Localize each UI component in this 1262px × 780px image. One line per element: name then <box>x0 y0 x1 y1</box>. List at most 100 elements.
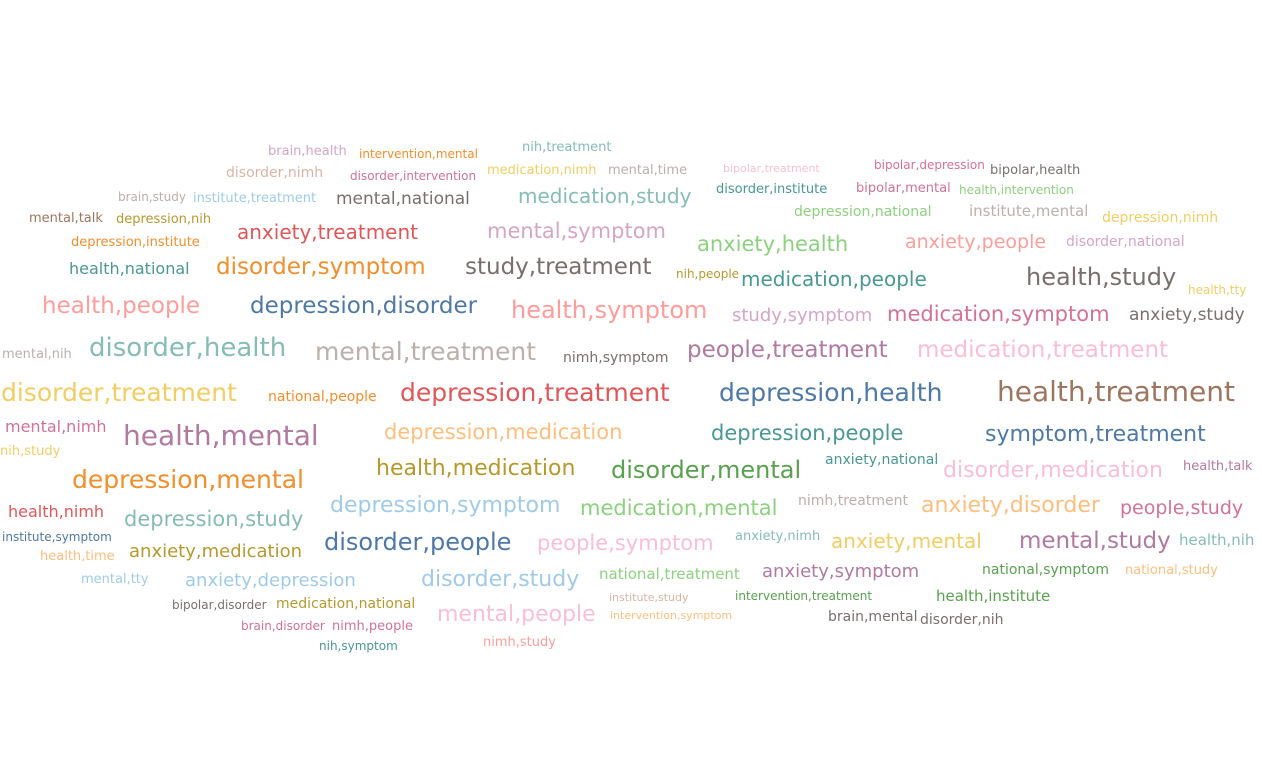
word-cloud-term: study,treatment <box>465 254 652 280</box>
word-cloud-term: bipolar,disorder <box>172 598 267 612</box>
word-cloud-term: study,symptom <box>732 305 873 326</box>
word-cloud-term: nih,symptom <box>319 639 398 653</box>
word-cloud-term: medication,nimh <box>487 163 597 178</box>
word-cloud-term: brain,mental <box>828 609 918 625</box>
word-cloud-term: depression,symptom <box>330 493 561 518</box>
word-cloud-term: health,time <box>40 549 115 564</box>
word-cloud-term: institute,mental <box>969 202 1089 220</box>
word-cloud-term: mental,national <box>336 189 470 209</box>
word-cloud-term: health,study <box>1026 263 1177 291</box>
word-cloud-term: anxiety,people <box>905 231 1047 253</box>
word-cloud-term: health,tty <box>1188 283 1247 297</box>
word-cloud-term: depression,disorder <box>250 293 478 319</box>
word-cloud-term: mental,talk <box>29 211 103 226</box>
word-cloud-term: disorder,people <box>324 528 512 556</box>
word-cloud-term: nih,study <box>0 444 61 459</box>
word-cloud-term: health,national <box>69 259 190 278</box>
word-cloud-term: people,symptom <box>537 531 714 555</box>
word-cloud-term: disorder,nimh <box>226 165 324 181</box>
word-cloud-term: nih,treatment <box>522 140 612 155</box>
word-cloud-term: health,nimh <box>8 502 105 521</box>
word-cloud-term: nimh,treatment <box>798 493 908 509</box>
word-cloud-term: anxiety,disorder <box>921 493 1100 518</box>
word-cloud-term: health,intervention <box>959 183 1074 197</box>
word-cloud-term: medication,treatment <box>917 337 1169 363</box>
word-cloud-term: institute,study <box>609 591 689 604</box>
word-cloud-term: brain,disorder <box>241 619 325 633</box>
word-cloud-term: disorder,health <box>89 333 287 363</box>
word-cloud-term: national,treatment <box>599 565 740 583</box>
word-cloud-term: anxiety,symptom <box>762 561 920 582</box>
word-cloud-term: bipolar,depression <box>874 158 985 172</box>
word-cloud-term: nimh,people <box>332 619 413 634</box>
word-cloud-term: mental,treatment <box>315 337 537 366</box>
word-cloud-term: bipolar,treatment <box>723 162 820 175</box>
word-cloud-term: depression,national <box>794 204 932 220</box>
word-cloud-term: medication,national <box>276 596 416 612</box>
word-cloud-term: disorder,symptom <box>216 254 426 280</box>
word-cloud-term: health,medication <box>376 456 576 481</box>
word-cloud-term: depression,nimh <box>1102 210 1219 226</box>
word-cloud-term: medication,people <box>741 267 927 291</box>
word-cloud-term: nimh,study <box>483 635 556 650</box>
word-cloud-term: disorder,institute <box>716 182 828 197</box>
word-cloud-term: depression,nih <box>116 212 212 227</box>
word-cloud-term: national,people <box>268 389 377 405</box>
word-cloud-term: nih,people <box>676 267 740 281</box>
word-cloud-term: disorder,mental <box>611 456 802 484</box>
word-cloud-term: anxiety,medication <box>129 541 303 562</box>
word-cloud-term: anxiety,mental <box>831 529 982 553</box>
word-cloud-term: health,mental <box>123 419 319 452</box>
word-cloud-term: disorder,national <box>1066 234 1185 250</box>
word-cloud-term: depression,treatment <box>400 378 670 407</box>
word-cloud-term: medication,mental <box>580 496 778 520</box>
word-cloud-term: mental,nimh <box>5 417 107 436</box>
word-cloud-term: anxiety,treatment <box>237 220 418 244</box>
word-cloud-term: intervention,mental <box>359 147 478 161</box>
word-cloud-term: mental,symptom <box>487 219 666 243</box>
word-cloud-term: depression,medication <box>384 420 623 444</box>
word-cloud-term: intervention,treatment <box>735 589 873 603</box>
word-cloud-term: anxiety,national <box>825 452 939 468</box>
word-cloud-term: national,symptom <box>982 562 1109 578</box>
word-cloud-term: depression,institute <box>71 235 200 250</box>
word-cloud-term: health,treatment <box>997 375 1235 408</box>
word-cloud-term: health,people <box>42 293 201 319</box>
word-cloud-term: medication,symptom <box>887 302 1110 326</box>
word-cloud-term: health,symptom <box>511 296 708 324</box>
word-cloud-term: anxiety,depression <box>185 570 356 591</box>
word-cloud-term: mental,nih <box>2 347 72 362</box>
word-cloud-term: medication,study <box>518 184 692 208</box>
word-cloud-term: anxiety,nimh <box>735 529 821 544</box>
word-cloud-term: institute,symptom <box>2 530 112 544</box>
word-cloud-term: anxiety,study <box>1129 305 1245 325</box>
word-cloud-term: disorder,medication <box>943 458 1163 483</box>
word-cloud-term: anxiety,health <box>697 232 849 256</box>
word-cloud-term: mental,time <box>608 163 688 178</box>
word-cloud-term: health,talk <box>1183 459 1253 474</box>
word-cloud-term: institute,treatment <box>193 191 317 206</box>
word-cloud-term: mental,tty <box>81 572 149 587</box>
word-cloud-term: depression,people <box>711 421 904 445</box>
word-cloud-term: health,nih <box>1179 531 1255 549</box>
word-cloud-term: disorder,intervention <box>350 169 477 183</box>
word-cloud-term: people,study <box>1120 497 1244 519</box>
word-cloud-term: national,study <box>1125 563 1218 578</box>
word-cloud-term: brain,study <box>118 190 186 204</box>
word-cloud-term: bipolar,health <box>990 163 1081 178</box>
word-cloud-term: mental,study <box>1019 528 1171 554</box>
word-cloud-term: symptom,treatment <box>985 422 1206 447</box>
word-cloud-term: disorder,study <box>421 567 580 592</box>
word-cloud-term: depression,study <box>124 507 304 531</box>
word-cloud-term: nimh,symptom <box>563 350 669 366</box>
word-cloud-term: mental,people <box>437 602 596 627</box>
word-cloud-term: health,institute <box>936 587 1051 605</box>
word-cloud-term: disorder,nih <box>920 612 1004 628</box>
word-cloud-term: intervention,symptom <box>610 609 733 622</box>
word-cloud-term: people,treatment <box>687 337 888 363</box>
word-cloud-term: disorder,treatment <box>1 378 237 407</box>
word-cloud-term: bipolar,mental <box>856 181 951 196</box>
word-cloud-term: depression,health <box>719 378 943 407</box>
word-cloud-term: brain,health <box>268 144 347 159</box>
